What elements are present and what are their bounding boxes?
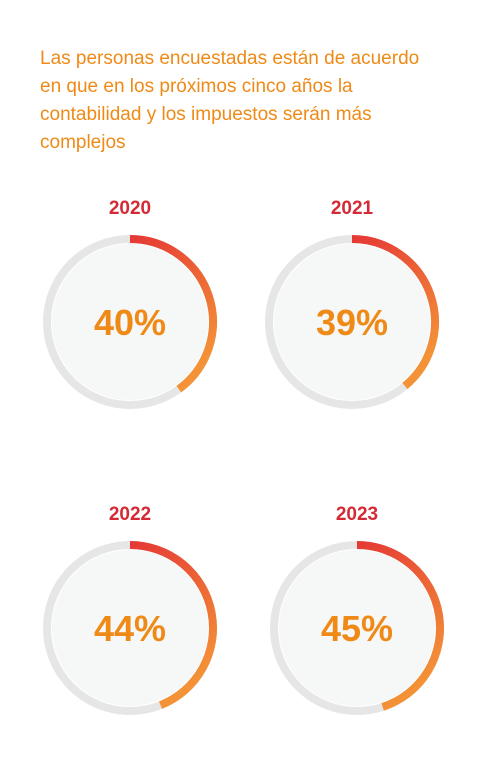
donut-value-label: 44% <box>94 608 166 649</box>
donut-value-slice <box>351 235 439 390</box>
donut-ring: 39% <box>265 235 439 409</box>
donut-inner-disc <box>52 244 208 400</box>
donut-chart-2021: 2021 39% <box>257 198 447 413</box>
chart-year-label: 2020 <box>108 198 152 219</box>
donut-ring: 45% <box>270 541 444 715</box>
donut-ring: 40% <box>43 235 217 409</box>
donut-value-label: 40% <box>94 302 166 343</box>
donut-inner-disc <box>279 550 435 706</box>
donut-value-slice <box>356 541 444 711</box>
donut-chart-2023: 2023 45% <box>262 504 452 719</box>
donut-value-slice <box>129 235 217 393</box>
donut-inner-disc <box>52 550 208 706</box>
chart-year-label: 2021 <box>330 198 374 219</box>
donut-value-label: 45% <box>321 608 393 649</box>
chart-year-label: 2022 <box>108 504 152 525</box>
donut-chart-2020: 2020 40% <box>35 198 225 413</box>
donut-value-label: 39% <box>316 302 388 343</box>
chart-year-label: 2023 <box>335 504 379 525</box>
donut-inner-disc <box>274 244 430 400</box>
donut-ring: 44% <box>43 541 217 715</box>
headline: Las personas encuestadas están de acuerd… <box>40 48 420 153</box>
donut-value-slice <box>129 541 217 709</box>
donut-chart-2022: 2022 44% <box>35 504 225 719</box>
